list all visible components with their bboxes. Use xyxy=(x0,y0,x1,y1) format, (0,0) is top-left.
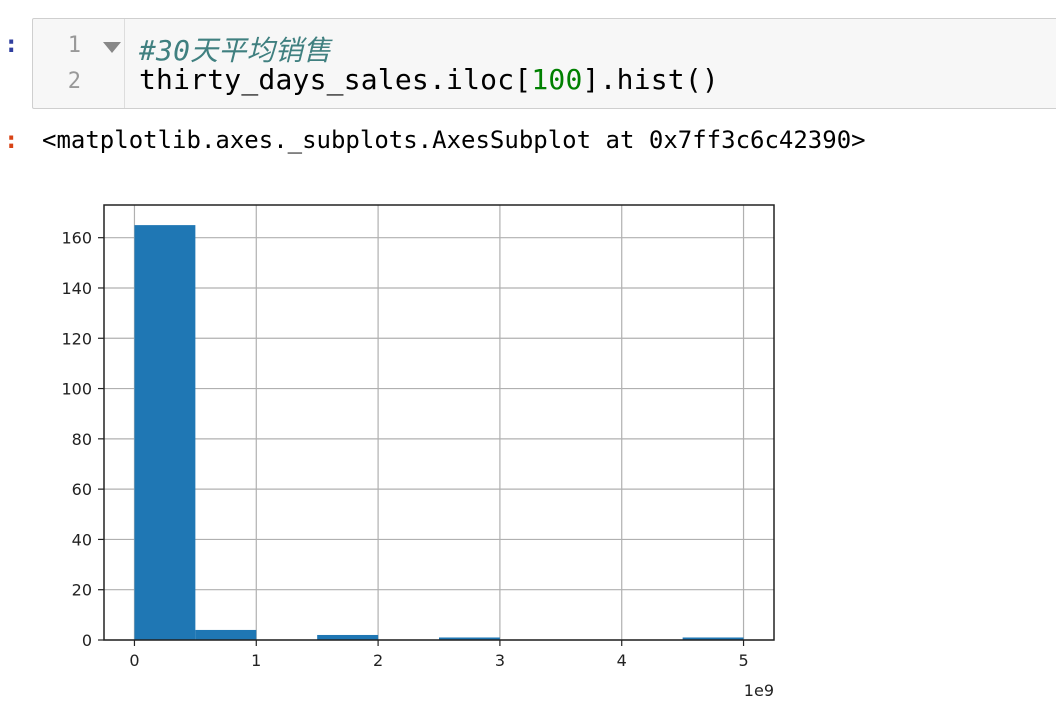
y-tick-label: 80 xyxy=(72,430,92,449)
y-tick-label: 140 xyxy=(61,279,92,298)
output-prompt: : xyxy=(4,126,19,154)
histogram-bar xyxy=(439,637,500,640)
line-number: 1 xyxy=(67,33,81,58)
x-tick-label: 5 xyxy=(738,651,748,670)
line-number: 2 xyxy=(67,69,81,94)
code-line-2[interactable]: thirty_days_sales.iloc[100].hist() xyxy=(139,63,719,96)
x-tick-label: 2 xyxy=(373,651,383,670)
y-tick-label: 40 xyxy=(72,530,92,549)
code-comment: #30天平均销售 xyxy=(139,34,332,67)
plot-frame xyxy=(103,204,775,641)
x-tick-label: 1 xyxy=(251,651,261,670)
y-tick-label: 60 xyxy=(72,480,92,499)
output-repr: <matplotlib.axes._subplots.AxesSubplot a… xyxy=(42,126,866,154)
x-tick-label: 0 xyxy=(129,651,139,670)
code-cell[interactable]: 1 2 #30天平均销售 thirty_days_sales.iloc[100]… xyxy=(32,18,1056,109)
y-tick-label: 0 xyxy=(82,631,92,650)
input-prompt: : xyxy=(4,30,19,58)
y-tick-label: 100 xyxy=(61,380,92,399)
x-offset-label: 1e9 xyxy=(744,681,774,700)
code-text: ].hist() xyxy=(582,63,719,96)
y-tick-label: 160 xyxy=(61,229,92,248)
fold-arrow-icon[interactable] xyxy=(103,42,121,53)
code-number-literal: 100 xyxy=(531,63,583,96)
histogram-bar xyxy=(317,634,379,640)
x-tick-label: 3 xyxy=(495,651,505,670)
histogram-bar xyxy=(682,637,744,640)
y-tick-label: 120 xyxy=(61,329,92,348)
histogram-chart: 0 1 2 3 4 5 0 20 40 60 80 100 120 140 160 1e9 xyxy=(61,204,775,700)
histogram-bar xyxy=(195,629,257,640)
line-number-gutter: 1 2 xyxy=(33,19,125,108)
code-text: thirty_days_sales.iloc[ xyxy=(139,63,532,96)
code-line-1[interactable]: #30天平均销售 xyxy=(139,29,331,69)
y-tick-label: 20 xyxy=(72,581,92,600)
x-tick-label: 4 xyxy=(617,651,627,670)
histogram-bar xyxy=(134,225,196,640)
